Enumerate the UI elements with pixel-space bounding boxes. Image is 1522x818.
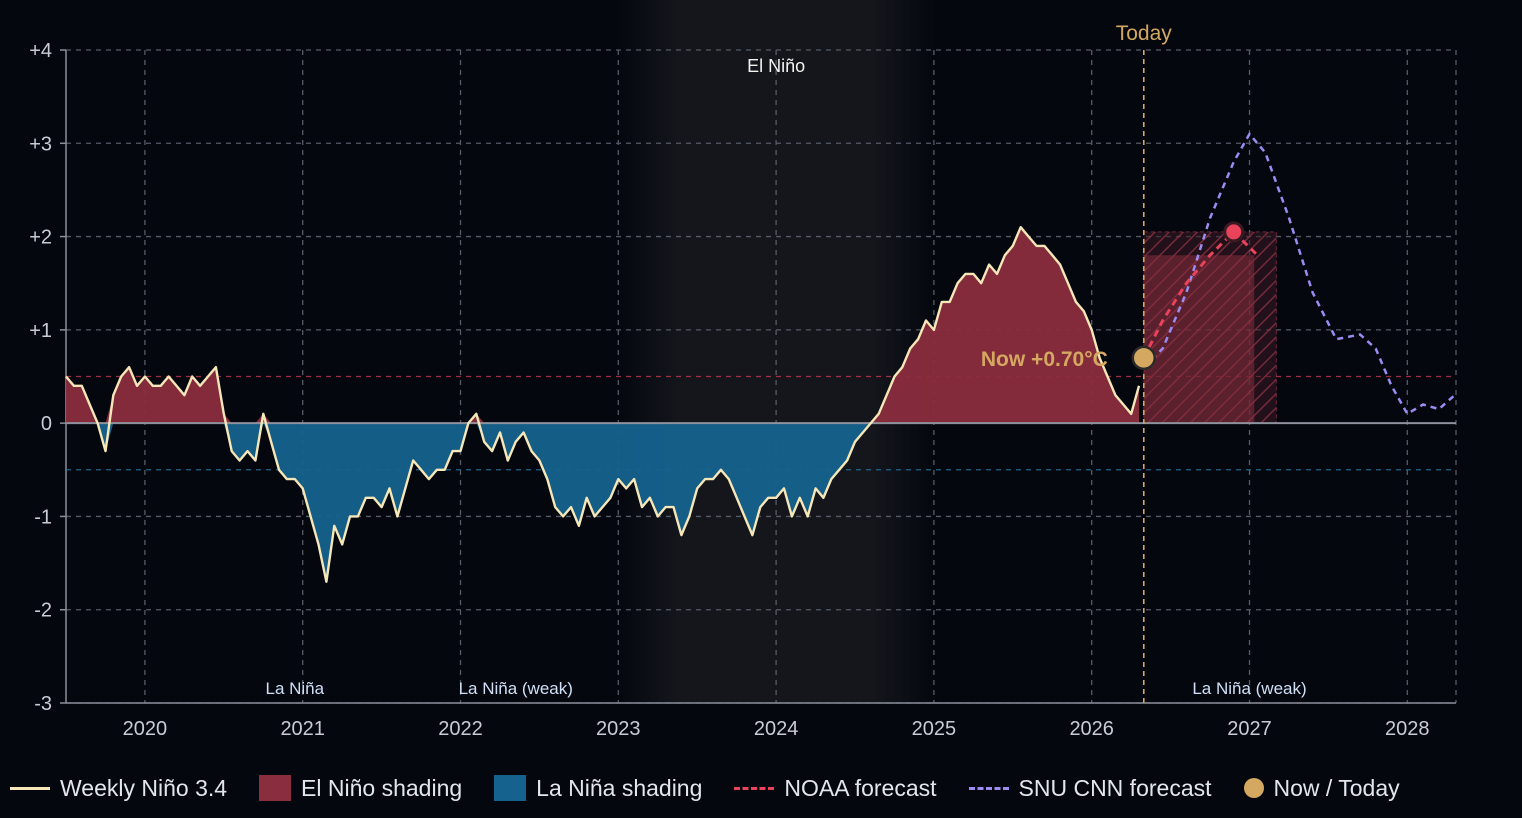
legend-swatch xyxy=(1243,778,1264,798)
x-tick-label: 2027 xyxy=(1227,718,1272,740)
legend-label: Now / Today xyxy=(1273,774,1400,801)
x-tick-label: 2024 xyxy=(754,718,799,740)
la-nina-label: La Niña (weak) xyxy=(459,679,573,698)
snu-cnn-forecast-line xyxy=(1142,131,1456,416)
legend-item: Now / Today xyxy=(1243,774,1400,802)
y-tick-label: 0 xyxy=(41,413,52,435)
el-nino-shading xyxy=(66,227,1139,424)
forecast-bar xyxy=(1143,255,1255,424)
weekly-nino34-line xyxy=(65,226,1141,583)
x-tick-label: 2022 xyxy=(438,718,483,740)
el-nino-label: El Niño xyxy=(747,56,805,76)
legend-item: La Niña shading xyxy=(494,775,702,802)
today-label: Today xyxy=(1116,22,1173,45)
legend-swatch xyxy=(259,775,292,801)
x-tick-label: 2028 xyxy=(1385,718,1430,740)
legend-item: SNU CNN forecast xyxy=(968,774,1212,802)
legend-swatch xyxy=(10,786,50,790)
legend: Weekly Niño 3.4 El Niño shading La Niña sh… xyxy=(0,770,1522,806)
x-tick-label: 2021 xyxy=(280,718,325,740)
noaa-peak-marker xyxy=(1223,221,1245,243)
legend-swatch xyxy=(734,786,775,790)
y-tick-label: +3 xyxy=(29,133,52,155)
legend-item: El Niño shading xyxy=(259,775,462,802)
now-marker xyxy=(1131,345,1157,371)
legend-swatch xyxy=(494,775,527,801)
legend-label: El Niño shading xyxy=(301,774,463,801)
enso-chart: +4 +3 +2 +1 0 -1 -2 -3 2020 2021 2022 2023 2024 2025 2… xyxy=(29,0,1457,740)
now-label: Now +0.70°C xyxy=(981,348,1108,371)
y-tick-label: -3 xyxy=(34,693,52,715)
legend-item: NOAA forecast xyxy=(734,774,937,802)
x-tick-label: 2020 xyxy=(123,718,168,740)
x-tick-label: 2025 xyxy=(912,718,957,740)
la-nina-label: La Niña (weak) xyxy=(1192,679,1306,698)
legend-label: SNU CNN forecast xyxy=(1018,774,1212,801)
legend-swatch xyxy=(968,786,1009,790)
x-tick-label: 2023 xyxy=(596,718,641,740)
legend-item: Weekly Niño 3.4 xyxy=(10,775,227,802)
la-nina-shading xyxy=(66,423,1139,582)
x-tick-label: 2026 xyxy=(1069,718,1114,740)
y-tick-label: -2 xyxy=(34,600,52,622)
y-tick-label: -1 xyxy=(34,506,52,528)
legend-label: NOAA forecast xyxy=(784,774,937,801)
y-tick-label: +2 xyxy=(29,227,52,249)
la-nina-label: La Niña xyxy=(266,679,325,698)
y-tick-label: +4 xyxy=(29,40,52,62)
legend-label: Weekly Niño 3.4 xyxy=(60,774,228,801)
legend-label: La Niña shading xyxy=(536,774,703,801)
y-tick-label: +1 xyxy=(29,320,52,342)
